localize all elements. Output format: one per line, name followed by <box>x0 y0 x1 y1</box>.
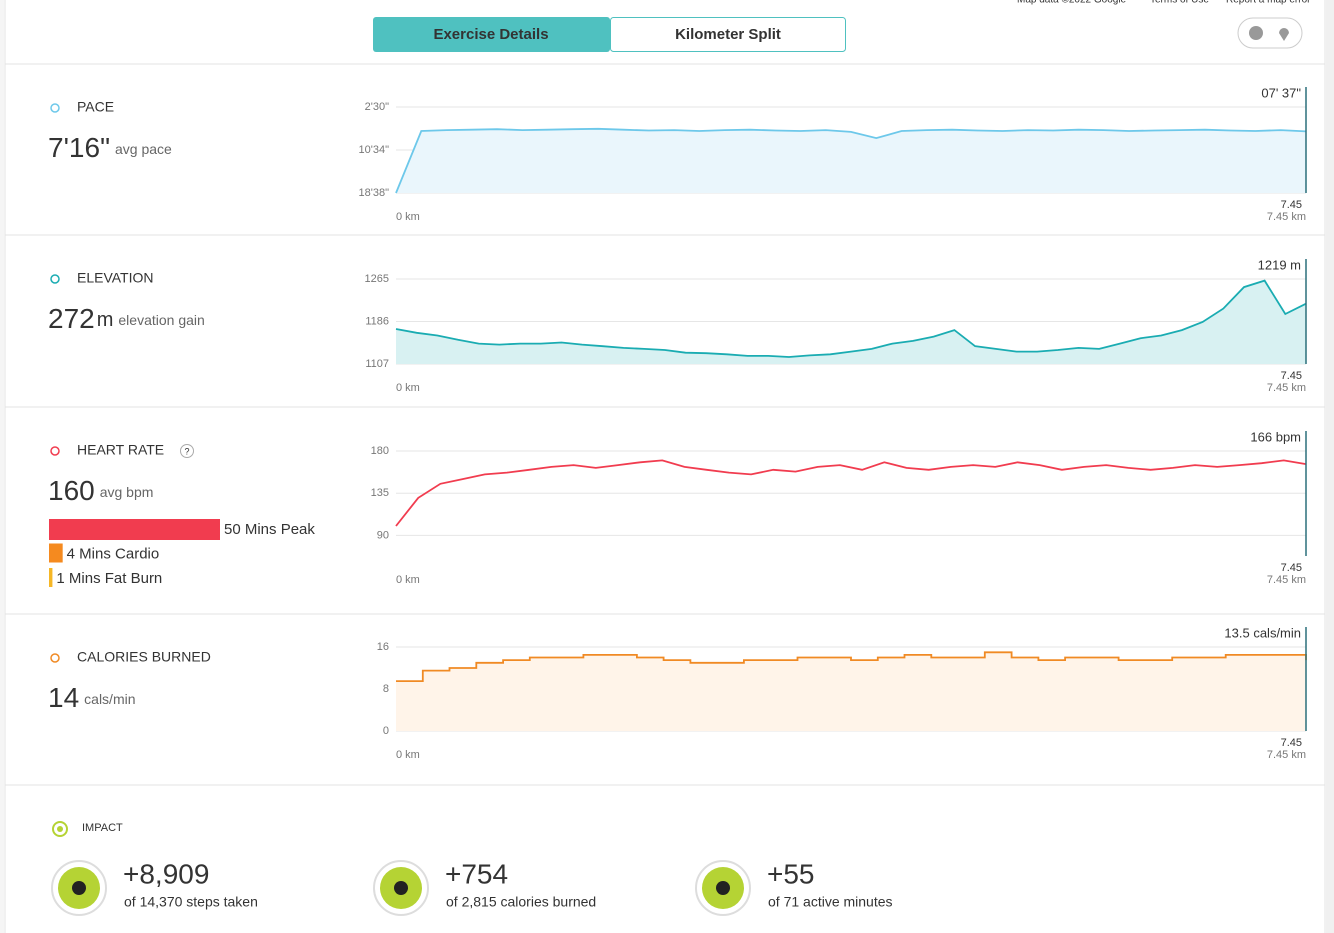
tab-label[interactable]: Kilometer Split <box>675 26 781 43</box>
y-tick-label: 8 <box>383 683 389 695</box>
readout: 13.5 cals/min <box>1224 625 1301 640</box>
clock-icon[interactable] <box>1249 26 1263 40</box>
zone-bar <box>49 568 53 587</box>
map-attribution: Map data ©2022 Google <box>1017 0 1127 6</box>
impact-description: of 2,815 calories burned <box>446 894 596 910</box>
section-icon <box>50 274 60 284</box>
unit: m <box>97 309 114 331</box>
impact-icon-dot <box>57 826 63 832</box>
y-tick-label: 10'34" <box>359 144 390 156</box>
line <box>395 459 1307 527</box>
end-marker-label: 7.45 <box>1281 370 1302 382</box>
area <box>396 652 1306 731</box>
area <box>396 280 1306 364</box>
impact-value: +55 <box>767 858 815 889</box>
zone-bar <box>49 543 63 563</box>
y-tick-label: 135 <box>371 487 389 499</box>
x-end: 7.45 km <box>1267 211 1306 223</box>
tab[interactable] <box>610 17 846 52</box>
map-attribution: Terms of Use <box>1150 0 1209 6</box>
impact-glyph <box>716 881 730 895</box>
section-title: PACE <box>77 99 114 115</box>
left-gutter <box>0 0 4 933</box>
x-start: 0 km <box>396 211 420 223</box>
zone-bar <box>49 519 220 540</box>
pin-icon[interactable] <box>1279 28 1289 41</box>
y-tick-label: 1107 <box>365 358 389 370</box>
x-end: 7.45 km <box>1267 749 1306 761</box>
line <box>395 279 1307 358</box>
section-title: HEART RATE <box>77 442 164 458</box>
y-tick-label: 1265 <box>365 273 389 285</box>
help-text: ? <box>184 446 189 456</box>
impact-value: +8,909 <box>123 858 209 889</box>
line <box>396 651 1307 682</box>
tab-active[interactable] <box>373 17 610 52</box>
big-value: 272 m elevation gain <box>48 303 205 334</box>
section-icon <box>50 103 60 113</box>
value: 7'16" <box>48 132 110 163</box>
help-icon[interactable] <box>180 444 194 458</box>
zone-label: 4 Mins Cardio <box>67 545 160 562</box>
section-icon <box>50 446 60 456</box>
impact-description: of 71 active minutes <box>768 894 893 910</box>
zone-label: 1 Mins Fat Burn <box>56 570 162 587</box>
end-marker-label: 7.45 <box>1281 562 1302 574</box>
y-tick-label: 1186 <box>365 315 389 327</box>
x-start: 0 km <box>396 382 420 394</box>
area <box>396 128 1306 193</box>
impact-icon <box>52 821 68 837</box>
unit: cals/min <box>84 691 135 707</box>
unit: elevation gain <box>118 312 204 328</box>
value: 160 <box>48 475 95 506</box>
value: 14 <box>48 682 79 713</box>
x-start: 0 km <box>396 574 420 586</box>
big-value: 160 avg bpm <box>48 475 153 506</box>
unit: avg bpm <box>100 484 154 500</box>
y-tick-label: 16 <box>377 641 389 653</box>
big-value: 7'16" avg pace <box>48 132 172 163</box>
tab-label[interactable]: Exercise Details <box>433 26 548 43</box>
end-marker-label: 7.45 <box>1281 199 1302 211</box>
x-end: 7.45 km <box>1267 574 1306 586</box>
y-tick-label: 2'30" <box>365 101 389 113</box>
section-icon <box>50 653 60 663</box>
y-tick-label: 90 <box>377 529 389 541</box>
readout: 07' 37" <box>1261 85 1301 100</box>
impact-glyph <box>72 881 86 895</box>
readout: 1219 m <box>1258 257 1301 272</box>
section-title: ELEVATION <box>77 270 154 286</box>
readout: 166 bpm <box>1250 429 1301 444</box>
y-tick-label: 18'38" <box>359 187 390 199</box>
map-attribution: Report a map error <box>1226 0 1311 6</box>
impact-title: IMPACT <box>82 822 123 834</box>
value: 272 <box>48 303 95 334</box>
view-toggle[interactable] <box>1237 17 1303 49</box>
impact-glyph <box>394 881 408 895</box>
x-end: 7.45 km <box>1267 382 1306 394</box>
impact-value: +754 <box>445 858 508 889</box>
end-marker-label: 7.45 <box>1281 737 1302 749</box>
y-tick-label: 0 <box>383 725 389 737</box>
line <box>395 127 1307 194</box>
unit: avg pace <box>115 141 172 157</box>
scroll-gutter <box>1326 0 1334 933</box>
zone-label: 50 Mins Peak <box>224 521 315 538</box>
y-tick-label: 180 <box>371 445 389 457</box>
big-value: 14 cals/min <box>48 682 136 713</box>
section-title: CALORIES BURNED <box>77 649 211 665</box>
impact-description: of 14,370 steps taken <box>124 894 258 910</box>
x-start: 0 km <box>396 749 420 761</box>
